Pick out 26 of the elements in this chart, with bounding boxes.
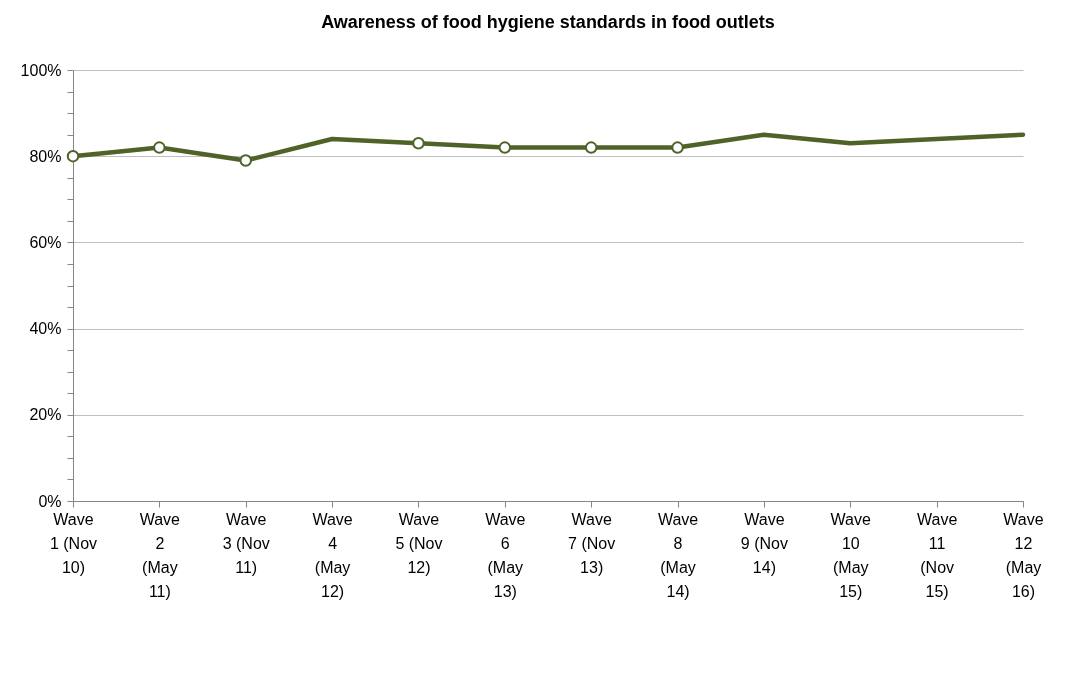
x-tick-label: Wave 9 (Nov 14) xyxy=(740,510,788,576)
x-tick-label: Wave 12 (May 16) xyxy=(1003,510,1044,600)
point xyxy=(498,141,512,154)
x-tick-label: Wave 4 (May 12) xyxy=(312,510,353,600)
y-tick-label: 0% xyxy=(38,492,62,510)
x-tick-label: Wave 2 (May 11) xyxy=(139,510,181,600)
x-tick-label: Wave 1 (Nov 10) xyxy=(49,510,98,576)
x-tick-label: Wave 6 (May 13) xyxy=(485,510,526,600)
point xyxy=(671,141,684,154)
y-tick-label: 80% xyxy=(29,147,62,165)
x-tick-label: Wave 5 (Nov 12) xyxy=(395,510,443,576)
x-tick-label: Wave 3 (Nov 11) xyxy=(222,510,270,576)
x-tick-label: Wave 10 (May 15) xyxy=(830,510,872,600)
point xyxy=(584,141,598,154)
y-tick-label: 20% xyxy=(29,406,62,424)
point xyxy=(153,141,166,154)
point xyxy=(239,154,252,167)
point xyxy=(66,149,80,163)
x-tick-label: Wave 7 (Nov 13) xyxy=(568,510,616,576)
x-tick-label: Wave 8 (May 14) xyxy=(657,510,699,600)
y-tick-label: 60% xyxy=(29,233,62,251)
point xyxy=(412,137,425,150)
y-tick-label: 40% xyxy=(29,320,62,338)
x-tick-label: Wave 11 (Nov 15) xyxy=(916,510,958,600)
y-tick-label: 100% xyxy=(20,61,62,79)
chart-title: Awareness of food hygiene standards in food outlets xyxy=(321,12,775,32)
